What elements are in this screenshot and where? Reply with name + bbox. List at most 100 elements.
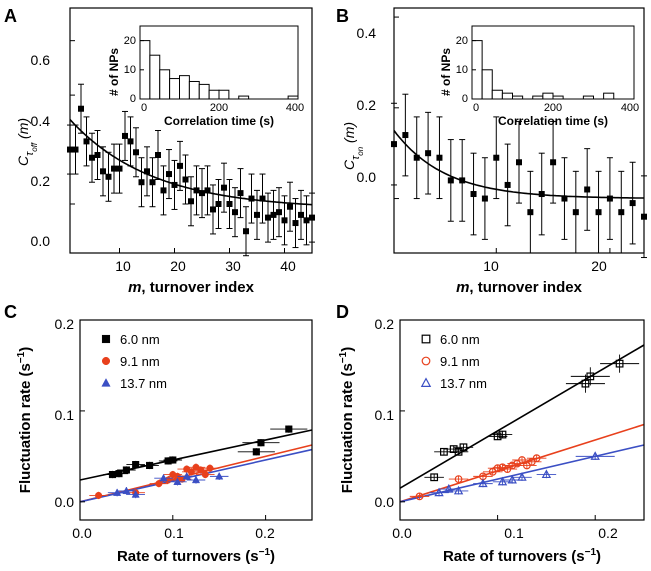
data-point [481, 195, 488, 202]
panel-c-frame [79, 319, 313, 521]
panel-d-ytick-02: 0.2 [375, 316, 395, 332]
panel-b-ytick-02: 0.2 [357, 97, 377, 113]
data-point-circle [101, 356, 111, 366]
data-point-square [169, 456, 177, 464]
panel-c-legend-6nm: 6.0 nm [120, 332, 160, 347]
data-point [298, 211, 304, 218]
panel-c-ylabel: Fluctuation rate (s−1) [16, 347, 34, 493]
data-point [527, 209, 534, 216]
data-point [160, 187, 167, 194]
panel-c-xtick-00: 0.0 [72, 525, 92, 541]
panel-d-legend: 6.0 nm 9.1 nm 13.7 nm [420, 332, 487, 391]
data-point [516, 159, 522, 166]
fit-line [399, 344, 645, 489]
data-point [144, 168, 150, 175]
data-point-triangle [173, 477, 182, 485]
data-point [276, 209, 282, 216]
panel-a-inset-xlabel: Correlation time (s) [164, 114, 274, 128]
data-point [111, 165, 117, 172]
panel-a-data [67, 83, 315, 257]
data-point-circle [201, 470, 209, 479]
data-point-square [493, 432, 502, 441]
panel-a-inset-xtick-0: 0 [141, 102, 147, 114]
panel-d-ytick-00: 0.0 [375, 494, 395, 510]
histogram-bar [149, 54, 161, 100]
data-point [237, 190, 244, 197]
data-point-square [430, 473, 439, 482]
data-point [78, 105, 84, 112]
data-point [303, 217, 310, 224]
data-point-circle [206, 464, 214, 472]
panel-a-frame [69, 7, 313, 254]
data-point [595, 209, 602, 216]
data-point [193, 187, 200, 194]
panel-b-xtick-10: 10 [483, 258, 499, 274]
panel-c-xtick-02: 0.2 [255, 525, 275, 541]
data-point [100, 168, 106, 175]
data-point [171, 181, 178, 188]
histogram-bar [169, 78, 180, 100]
data-point-circle [415, 492, 424, 501]
data-point-circle [498, 463, 507, 472]
data-point [447, 177, 454, 184]
data-point-square [454, 447, 463, 456]
panel-c-ytick-02: 0.2 [55, 316, 75, 332]
panel-a-xtick-30: 30 [225, 258, 241, 274]
panel-c-legend: 6.0 nm 9.1 nm 13.7 nm [101, 332, 167, 391]
data-point-triangle [434, 487, 444, 497]
panel-b-inset-bars [471, 40, 615, 100]
panel-b-xtick-20: 20 [591, 258, 607, 274]
data-point-triangle [131, 490, 140, 498]
data-point [504, 181, 511, 188]
svg-text:Cτoff (m): Cτoff (m) [15, 118, 39, 166]
panel-a: A 0.6 0.4 0.2 0.0 10 20 30 40 Cτoff (m) … [4, 6, 315, 296]
svg-text:Cτon (m): Cτon (m) [341, 122, 365, 170]
panel-d-ticks [399, 319, 596, 520]
panel-b-inset-ylabel: # of NPs [439, 48, 453, 96]
panel-c-data [79, 425, 313, 503]
data-point-triangle [453, 485, 464, 495]
data-point-triangle [122, 486, 131, 495]
data-point [606, 195, 613, 202]
histogram-bar [159, 69, 171, 100]
panel-d-xlabel: Rate of turnovers (s−1) [443, 547, 601, 565]
panel-b-ticks [394, 16, 611, 253]
panel-d-frame [399, 319, 645, 521]
data-point-triangle [101, 378, 111, 387]
histogram-bar [501, 92, 513, 100]
data-point-triangle [517, 472, 527, 481]
data-point-square [586, 372, 595, 381]
panel-b-ylabel: Cτon (m) [341, 122, 365, 170]
panel-a-inset-ytick-0: 0 [130, 93, 136, 105]
data-point-triangle [541, 469, 552, 479]
data-point [215, 201, 222, 207]
data-point [550, 159, 557, 166]
panel-d-legend-9nm: 9.1 nm [440, 354, 480, 369]
panel-b-inset-xtick-0: 0 [473, 102, 479, 114]
data-point-square [101, 334, 111, 344]
data-point-square [132, 460, 140, 469]
data-point [493, 154, 500, 161]
data-point [425, 150, 432, 157]
data-point-triangle [159, 473, 168, 482]
data-point [182, 176, 189, 183]
data-point-circle [95, 491, 103, 500]
data-point-triangle [497, 476, 508, 486]
data-point-square [146, 461, 154, 470]
data-point [248, 195, 255, 202]
panel-c-legend-13nm: 13.7 nm [120, 376, 167, 391]
panel-a-inset-xtick-200: 200 [210, 102, 228, 114]
data-point-square [581, 379, 590, 388]
panel-b-inset-xlabel: Correlation time (s) [498, 114, 608, 128]
panel-a-letter: A [4, 6, 17, 26]
panel-c-letter: C [4, 302, 17, 322]
panel-c-xtick-01: 0.1 [164, 525, 184, 541]
panel-b-inset-ytick-20: 20 [456, 35, 468, 47]
data-point-triangle [182, 471, 191, 480]
data-point [89, 154, 95, 161]
panel-a-inset-ytick-10: 10 [124, 64, 136, 76]
data-point [538, 191, 545, 198]
panel-a-inset-ylabel: # of NPs [107, 48, 121, 96]
data-point [105, 173, 112, 180]
